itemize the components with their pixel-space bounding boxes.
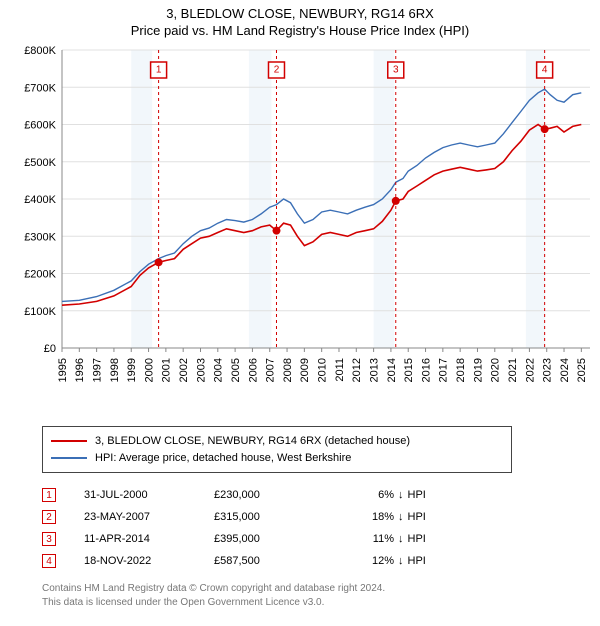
svg-text:2003: 2003 <box>195 358 207 382</box>
chart-svg: £0 £100K £200K £300K £400K £500K £600K £700K £80… <box>0 38 600 408</box>
legend-row: HPI: Average price, detached house, West… <box>51 450 503 467</box>
svg-text:£100K: £100K <box>24 306 56 318</box>
sale-price: £230,000 <box>214 489 324 501</box>
svg-text:2013: 2013 <box>368 358 380 382</box>
svg-text:2008: 2008 <box>282 358 294 382</box>
sale-date: 18-NOV-2022 <box>84 555 214 567</box>
svg-text:2017: 2017 <box>438 358 450 382</box>
svg-text:1998: 1998 <box>109 358 121 382</box>
sale-marker-icon: 1 <box>42 488 56 502</box>
legend: 3, BLEDLOW CLOSE, NEWBURY, RG14 6RX (det… <box>42 426 512 473</box>
svg-text:1999: 1999 <box>126 358 138 382</box>
svg-text:2023: 2023 <box>542 358 554 382</box>
svg-text:2006: 2006 <box>247 358 259 382</box>
hpi-label: HPI <box>408 489 458 501</box>
sale-price: £395,000 <box>214 533 324 545</box>
svg-text:2005: 2005 <box>230 358 242 382</box>
svg-text:2009: 2009 <box>299 358 311 382</box>
sales-row: 1 31-JUL-2000£230,0006% ↓ HPI <box>42 484 458 506</box>
svg-text:2012: 2012 <box>351 358 363 382</box>
sales-row: 4 18-NOV-2022£587,50012% ↓ HPI <box>42 550 458 572</box>
svg-text:2002: 2002 <box>178 358 190 382</box>
svg-text:2014: 2014 <box>386 358 398 382</box>
sale-date: 23-MAY-2007 <box>84 511 214 523</box>
svg-text:2021: 2021 <box>507 358 519 382</box>
svg-text:£400K: £400K <box>24 194 56 206</box>
legend-swatch <box>51 457 87 459</box>
legend-row: 3, BLEDLOW CLOSE, NEWBURY, RG14 6RX (det… <box>51 433 503 450</box>
hpi-label: HPI <box>408 511 458 523</box>
sale-marker-icon: 3 <box>42 532 56 546</box>
svg-text:2016: 2016 <box>420 358 432 382</box>
svg-text:2011: 2011 <box>334 358 346 382</box>
svg-text:1997: 1997 <box>91 358 103 382</box>
chart-title: 3, BLEDLOW CLOSE, NEWBURY, RG14 6RX <box>0 6 600 21</box>
svg-text:£500K: £500K <box>24 157 56 169</box>
svg-text:2022: 2022 <box>524 358 536 382</box>
legend-label: 3, BLEDLOW CLOSE, NEWBURY, RG14 6RX (det… <box>95 433 410 450</box>
footer: Contains HM Land Registry data © Crown c… <box>42 582 385 609</box>
down-arrow-icon: ↓ <box>398 533 404 545</box>
chart-area: £0 £100K £200K £300K £400K £500K £600K £700K £80… <box>0 38 600 408</box>
svg-text:2018: 2018 <box>455 358 467 382</box>
svg-text:£700K: £700K <box>24 82 56 94</box>
sale-price: £315,000 <box>214 511 324 523</box>
svg-text:£600K: £600K <box>24 120 56 132</box>
svg-text:2004: 2004 <box>213 358 225 382</box>
sales-table: 1 31-JUL-2000£230,0006% ↓ HPI 2 23-MAY-2007£3… <box>42 484 458 572</box>
root: 3, BLEDLOW CLOSE, NEWBURY, RG14 6RX Pric… <box>0 6 600 626</box>
down-arrow-icon: ↓ <box>398 555 404 567</box>
sales-row: 2 23-MAY-2007£315,00018% ↓ HPI <box>42 506 458 528</box>
sale-price: £587,500 <box>214 555 324 567</box>
svg-text:2024: 2024 <box>559 358 571 382</box>
chart-subtitle: Price paid vs. HM Land Registry's House … <box>0 23 600 38</box>
sale-delta: 6% <box>324 489 394 501</box>
footer-line: This data is licensed under the Open Gov… <box>42 596 385 610</box>
legend-label: HPI: Average price, detached house, West… <box>95 450 351 467</box>
down-arrow-icon: ↓ <box>398 489 404 501</box>
sales-row: 3 11-APR-2014£395,00011% ↓ HPI <box>42 528 458 550</box>
down-arrow-icon: ↓ <box>398 511 404 523</box>
svg-text:3: 3 <box>393 65 399 76</box>
hpi-label: HPI <box>408 555 458 567</box>
sale-delta: 11% <box>324 533 394 545</box>
svg-text:1996: 1996 <box>74 358 86 382</box>
svg-text:2020: 2020 <box>490 358 502 382</box>
svg-text:1995: 1995 <box>57 358 69 382</box>
sale-marker-icon: 4 <box>42 554 56 568</box>
legend-swatch <box>51 440 87 442</box>
footer-line: Contains HM Land Registry data © Crown c… <box>42 582 385 596</box>
sale-date: 31-JUL-2000 <box>84 489 214 501</box>
svg-text:1: 1 <box>156 65 162 76</box>
svg-text:2015: 2015 <box>403 358 415 382</box>
svg-text:2025: 2025 <box>576 358 588 382</box>
svg-text:2007: 2007 <box>265 358 277 382</box>
svg-text:£800K: £800K <box>24 45 56 57</box>
sale-delta: 18% <box>324 511 394 523</box>
svg-text:2000: 2000 <box>143 358 155 382</box>
sale-marker-icon: 2 <box>42 510 56 524</box>
svg-text:4: 4 <box>542 65 548 76</box>
svg-text:2001: 2001 <box>161 358 173 382</box>
sale-date: 11-APR-2014 <box>84 533 214 545</box>
svg-text:£300K: £300K <box>24 231 56 243</box>
sale-delta: 12% <box>324 555 394 567</box>
svg-text:2019: 2019 <box>472 358 484 382</box>
svg-text:£200K: £200K <box>24 269 56 281</box>
svg-text:2: 2 <box>274 65 280 76</box>
hpi-label: HPI <box>408 533 458 545</box>
svg-text:£0: £0 <box>44 343 56 355</box>
svg-text:2010: 2010 <box>317 358 329 382</box>
